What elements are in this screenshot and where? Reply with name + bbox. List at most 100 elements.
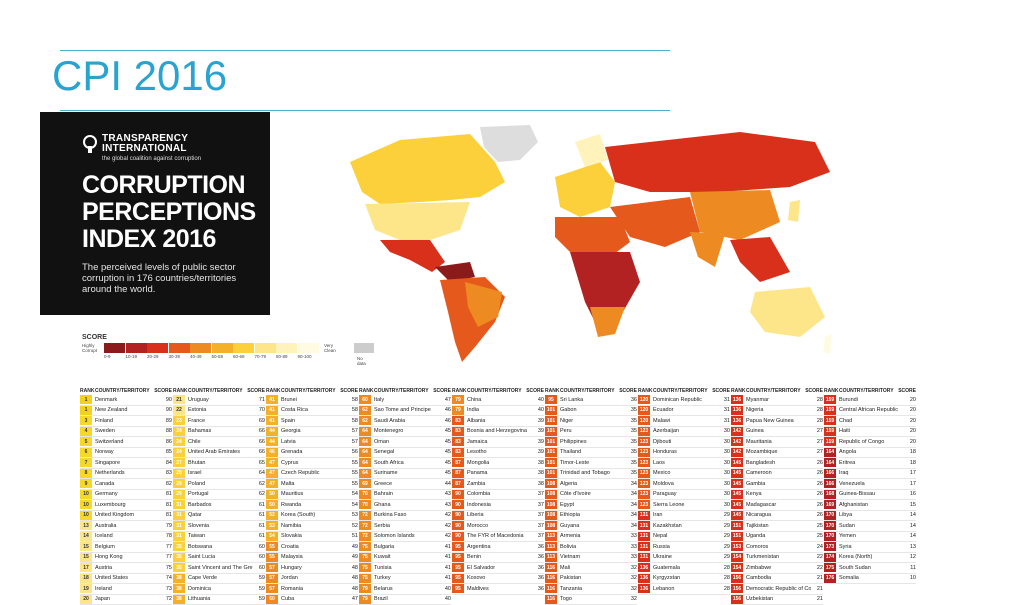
country-name: Sierra Leone bbox=[653, 502, 718, 508]
country-score: 81 bbox=[160, 512, 172, 518]
country-name: Zimbabwe bbox=[746, 565, 811, 571]
rank-badge: 79 bbox=[359, 595, 371, 604]
rank-badge: 54 bbox=[266, 532, 278, 541]
country-name: Guinea bbox=[746, 428, 811, 434]
rank-badge: 79 bbox=[452, 395, 464, 404]
country-name: Indonesia bbox=[467, 502, 532, 508]
country-name: Dominica bbox=[188, 586, 253, 592]
country-name: Saint Lucia bbox=[188, 554, 253, 560]
country-score: 71 bbox=[253, 397, 265, 403]
rank-badge: 170 bbox=[824, 532, 836, 541]
rank-badge: 27 bbox=[173, 458, 185, 467]
rank-badge: 108 bbox=[545, 511, 557, 520]
rank-badge: 17 bbox=[80, 563, 92, 572]
country-score: 54 bbox=[346, 502, 358, 508]
country-score: 22 bbox=[811, 565, 823, 571]
country-name: Colombia bbox=[467, 491, 532, 497]
rank-badge: 101 bbox=[545, 427, 557, 436]
country-score: 30 bbox=[718, 439, 730, 445]
country-score: 26 bbox=[811, 481, 823, 487]
rank-badge: 95 bbox=[452, 574, 464, 583]
map-region-india bbox=[690, 232, 725, 267]
country-score: 28 bbox=[811, 407, 823, 413]
rank-badge: 29 bbox=[173, 490, 185, 499]
country-score: 20 bbox=[904, 397, 916, 403]
country-score: 77 bbox=[160, 544, 172, 550]
rank-badge: 90 bbox=[452, 490, 464, 499]
country-name: Philippines bbox=[560, 439, 625, 445]
rank-badge: 57 bbox=[266, 563, 278, 572]
country-score: 61 bbox=[253, 523, 265, 529]
legend-range-label: 0-9 bbox=[104, 354, 126, 359]
country-name: Mexico bbox=[653, 470, 718, 476]
country-name: Kyrgyzstan bbox=[653, 575, 718, 581]
country-name: South Sudan bbox=[839, 565, 904, 571]
country-name: Armenia bbox=[560, 533, 625, 539]
rank-badge: 87 bbox=[452, 479, 464, 488]
country-name: Costa Rica bbox=[281, 407, 346, 413]
rank-badge: 35 bbox=[173, 553, 185, 562]
country-name: Nigeria bbox=[746, 407, 811, 413]
country-name: Solomon Islands bbox=[374, 533, 439, 539]
country-name: Montenegro bbox=[374, 428, 439, 434]
rank-badge: 41 bbox=[266, 395, 278, 404]
country-score: 38 bbox=[532, 481, 544, 487]
country-name: Iceland bbox=[95, 533, 160, 539]
country-name: Gambia bbox=[746, 481, 811, 487]
rank-badge: 101 bbox=[545, 448, 557, 457]
country-name: Burkina Faso bbox=[374, 512, 439, 518]
country-score: 11 bbox=[904, 565, 916, 571]
legend-range-label: 80-89 bbox=[276, 354, 298, 359]
country-score: 44 bbox=[439, 481, 451, 487]
country-score: 89 bbox=[160, 418, 172, 424]
legend-no-data-label: No data bbox=[357, 356, 366, 366]
rank-badge: 60 bbox=[266, 595, 278, 604]
country-name: Yemen bbox=[839, 533, 904, 539]
country-score: 12 bbox=[904, 554, 916, 560]
country-name: Canada bbox=[95, 481, 160, 487]
legend-swatch bbox=[276, 343, 297, 353]
country-score: 30 bbox=[718, 460, 730, 466]
header-cell: COUNTRY/TERRITORY bbox=[281, 388, 340, 394]
rank-badge: 90 bbox=[452, 511, 464, 520]
legend-range-label: 40-49 bbox=[190, 354, 212, 359]
country-score: 57 bbox=[346, 439, 358, 445]
country-score: 27 bbox=[811, 449, 823, 455]
rank-badge: 108 bbox=[545, 521, 557, 530]
rank-badge: 116 bbox=[545, 574, 557, 583]
rank-badge: 131 bbox=[638, 542, 650, 551]
country-name: Guinea-Bissau bbox=[839, 491, 904, 497]
country-name: Saint Vincent and The Grenadines bbox=[188, 565, 253, 571]
country-name: Mauritius bbox=[281, 491, 346, 497]
country-name: Peru bbox=[560, 428, 625, 434]
rank-badge: 108 bbox=[545, 500, 557, 509]
legend-range-label: 20-29 bbox=[147, 354, 169, 359]
header-cell: SCORE bbox=[247, 388, 265, 394]
country-name: Maldives bbox=[467, 586, 532, 592]
rank-badge: 22 bbox=[173, 406, 185, 415]
rank-badge: 151 bbox=[731, 532, 743, 541]
